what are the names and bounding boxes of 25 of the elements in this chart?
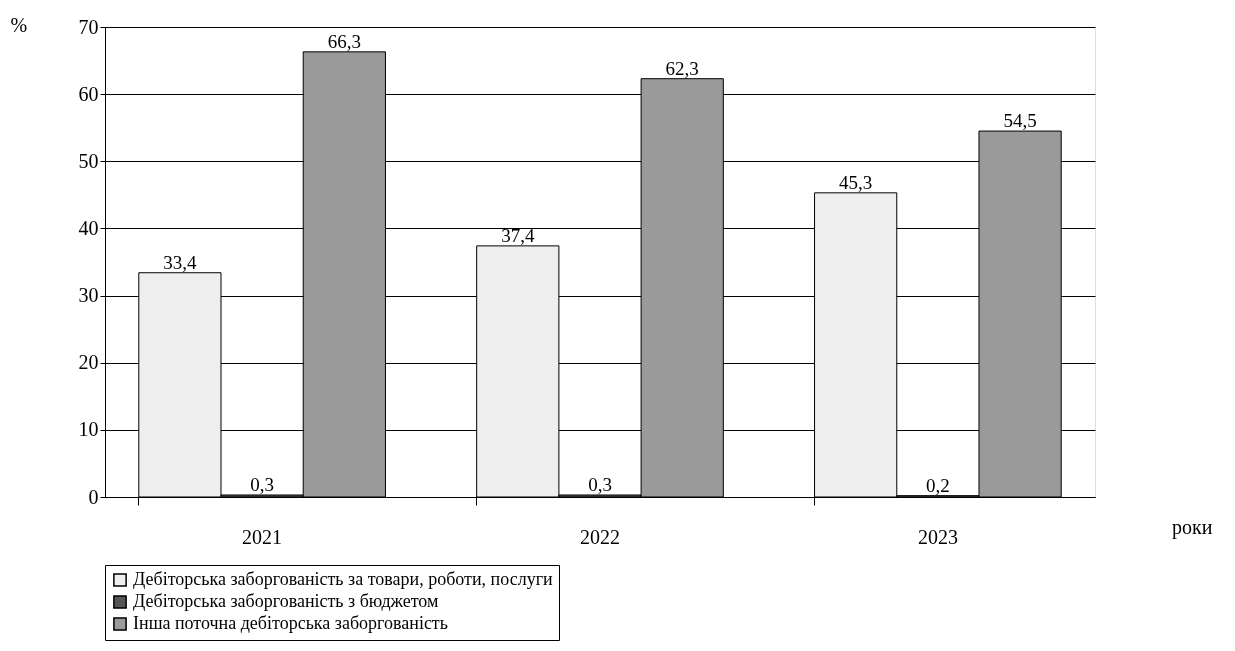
legend-label: Дебіторська заборгованість за товари, роботи, послуги: [133, 569, 554, 589]
x-axis-title: роки: [1172, 515, 1213, 539]
data-label: 0,3: [250, 473, 274, 495]
data-label: 54,5: [1003, 110, 1037, 132]
data-label: 45,3: [839, 171, 873, 193]
y-tick-label: 60: [78, 82, 99, 105]
legend-label: Дебіторська заборгованість з бюджетом: [133, 591, 439, 611]
y-tick-label: 30: [78, 284, 99, 307]
x-tick-label: 2023: [917, 525, 958, 548]
x-tick-label: 2022: [580, 525, 620, 548]
data-label: 33,4: [163, 251, 198, 273]
y-tick-label: 0: [88, 485, 99, 508]
legend-label: Інша поточна дебіторська заборгованість: [133, 613, 448, 633]
data-label: 0,2: [926, 474, 950, 496]
y-tick-label: 50: [78, 149, 99, 172]
x-tick-label: 2021: [242, 525, 283, 548]
data-label: 37,4: [501, 224, 535, 246]
y-tick-label: 70: [78, 15, 99, 38]
data-label: 62,3: [665, 57, 699, 79]
y-tick-label: 40: [78, 216, 99, 239]
data-label: 66,3: [327, 30, 361, 52]
y-axis-title: %: [10, 13, 28, 36]
data-label: 0,3: [588, 473, 612, 495]
y-tick-label: 20: [78, 351, 99, 374]
y-tick-label: 10: [78, 418, 99, 441]
